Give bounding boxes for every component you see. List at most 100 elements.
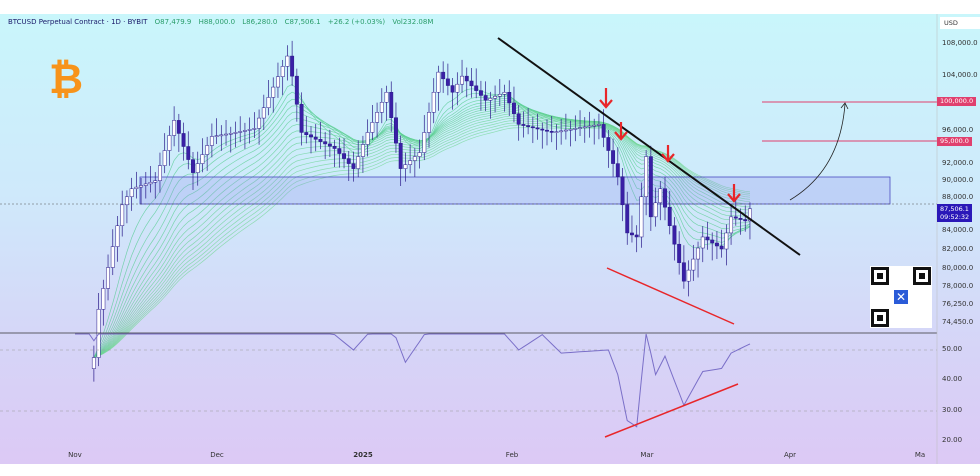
bull-candle [729,216,734,234]
qr-code[interactable]: ✕ [870,266,932,328]
price-axis-label: 92,000.0 [942,159,974,167]
bull-candle [143,183,148,186]
level-tag-95000: 95,000.0 [937,137,972,146]
bear-candle [733,216,738,219]
bull-candle [101,288,106,310]
bull-candle [559,130,564,133]
price-axis-label: 90,000.0 [942,176,974,184]
bear-candle [648,156,653,218]
volume: Vol232.08M [392,18,434,26]
bear-candle [309,134,313,138]
bull-candle [596,124,601,126]
bear-candle [663,188,667,208]
bull-candle [493,96,498,99]
bull-candle [384,91,389,103]
bull-candle [460,75,464,85]
chart-canvas[interactable] [0,14,980,464]
bull-candle [162,150,167,166]
bull-candle [587,125,592,128]
bar-countdown: 09:52:32 [940,213,970,221]
bear-candle [667,206,672,226]
bull-candle [431,91,436,113]
ohlc-change: +26.2 (+0.03%) [327,18,386,26]
bear-candle [351,163,356,169]
bear-candle [478,90,483,96]
bull-candle [247,129,252,131]
bull-candle [356,156,361,169]
bull-candle [271,86,276,98]
bear-candle [346,158,351,164]
bull-candle [106,267,110,289]
bull-candle [120,204,125,226]
bear-candle [290,55,295,77]
ema-ribbon-line [93,99,751,358]
bull-candle [172,120,177,136]
bear-candle [507,91,512,104]
bear-candle [483,95,488,101]
bull-candle [578,127,582,129]
bull-candle [370,122,375,133]
bull-candle [724,232,729,250]
bull-candle [261,107,266,119]
ohlc-open: O87,479.9 [154,18,192,26]
ema-ribbon-line [93,105,751,358]
bear-candle [672,225,677,245]
price-axis-label: 108,000.0 [942,39,978,47]
bear-candle [710,239,715,244]
bull-candle [153,180,158,183]
red-arrow-icon [661,145,675,163]
bear-candle [738,217,743,220]
last-price: 87,506.1 [940,205,969,213]
price-axis-label: 104,000.0 [942,71,978,79]
bull-candle [455,83,460,93]
bull-candle [644,156,649,198]
red-arrow-icon [727,184,741,203]
currency-label[interactable]: USD [940,17,980,29]
bull-candle [110,246,115,268]
bull-candle [200,154,205,164]
time-axis-label: Feb [505,451,519,459]
bull-candle [360,144,365,157]
ema-ribbon-line [93,109,750,358]
consolidation-zone [139,176,891,205]
rsi-axis-label: 20.00 [942,436,963,444]
ohlc-close: C87,506.1 [284,18,321,26]
bull-candle [195,163,200,173]
bear-candle [611,150,616,164]
bull-candle [139,185,144,188]
level-tag-100000: 100,000.0 [937,97,977,106]
bear-candle [191,159,195,173]
bear-candle [705,236,710,241]
bull-candle [658,188,663,204]
bear-candle [389,91,394,118]
bear-candle [398,142,403,169]
bull-candle [257,117,262,129]
time-axis-label: Ma [914,451,926,459]
bull-candle [653,202,658,218]
bull-candle [280,66,285,77]
bull-candle [219,134,224,137]
bull-candle [124,196,129,206]
bear-candle [719,245,724,250]
bear-candle [681,262,686,282]
bull-candle [403,164,408,169]
bear-candle [516,113,521,125]
bull-candle [554,131,559,133]
bull-candle [379,102,384,113]
price-axis-label: 82,000.0 [942,245,974,253]
bear-candle [606,137,611,151]
rsi-axis-label: 50.00 [942,345,963,353]
arrowhead-icon [840,102,849,110]
symbol-title[interactable]: BTCUSD Perpetual Contract · 1D · BYBIT [8,18,148,26]
bull-candle [497,94,502,97]
bull-candle [252,128,257,130]
bear-candle [176,120,181,134]
bear-candle [549,131,554,133]
price-axis-label: 96,000.0 [942,126,974,134]
bear-candle [620,176,625,206]
lower-support-line [606,267,735,325]
bull-candle [167,135,172,151]
bear-candle [677,243,682,263]
ema-ribbon-line [93,107,751,358]
